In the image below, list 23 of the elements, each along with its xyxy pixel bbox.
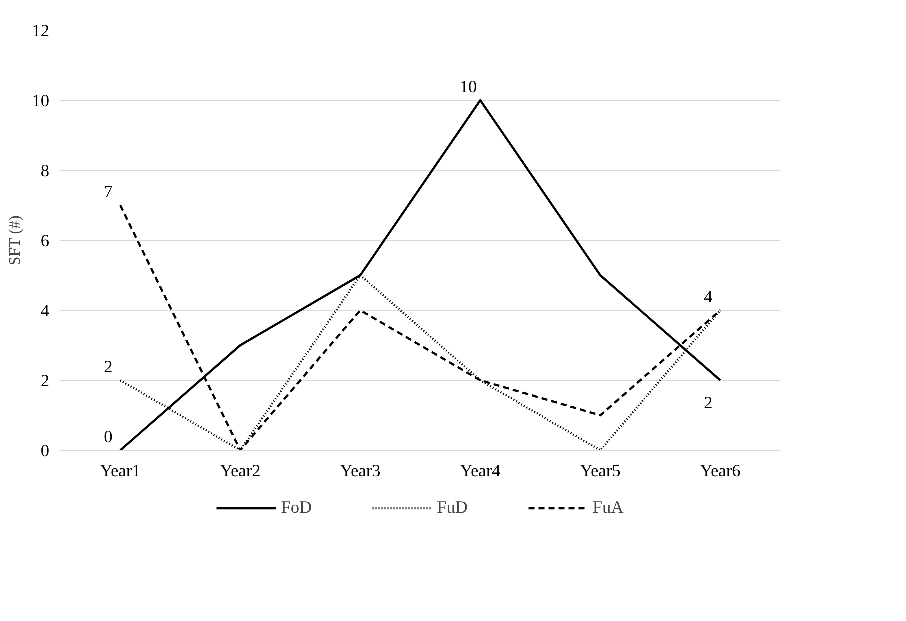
- x-tick-label: Year6: [700, 462, 742, 480]
- y-tick-label: 2: [40, 372, 50, 390]
- y-tick-label: 12: [32, 22, 50, 40]
- x-tick-label: Year2: [220, 462, 261, 480]
- x-tick-label: Year4: [460, 462, 502, 480]
- y-tick-label: 8: [40, 162, 50, 180]
- y-tick-label: 10: [32, 92, 50, 110]
- data-label: 4: [704, 288, 714, 306]
- y-axis-title: SFT (#): [7, 216, 24, 266]
- y-tick-label: 0: [40, 442, 50, 460]
- x-tick-label: Year3: [340, 462, 381, 480]
- data-label: 10: [460, 78, 478, 96]
- x-tick-label: Year5: [580, 462, 621, 480]
- data-label: 7: [104, 182, 114, 202]
- data-label: 0: [104, 428, 113, 446]
- y-tick-label: 4: [40, 302, 50, 320]
- x-tick-label: Year1: [100, 462, 141, 480]
- legend-label: FuA: [592, 498, 624, 518]
- legend-label: FuD: [437, 498, 468, 518]
- data-label: 2: [704, 394, 713, 412]
- legend-label: FoD: [281, 498, 312, 518]
- data-label: 2: [104, 358, 113, 376]
- y-tick-label: 6: [40, 232, 50, 250]
